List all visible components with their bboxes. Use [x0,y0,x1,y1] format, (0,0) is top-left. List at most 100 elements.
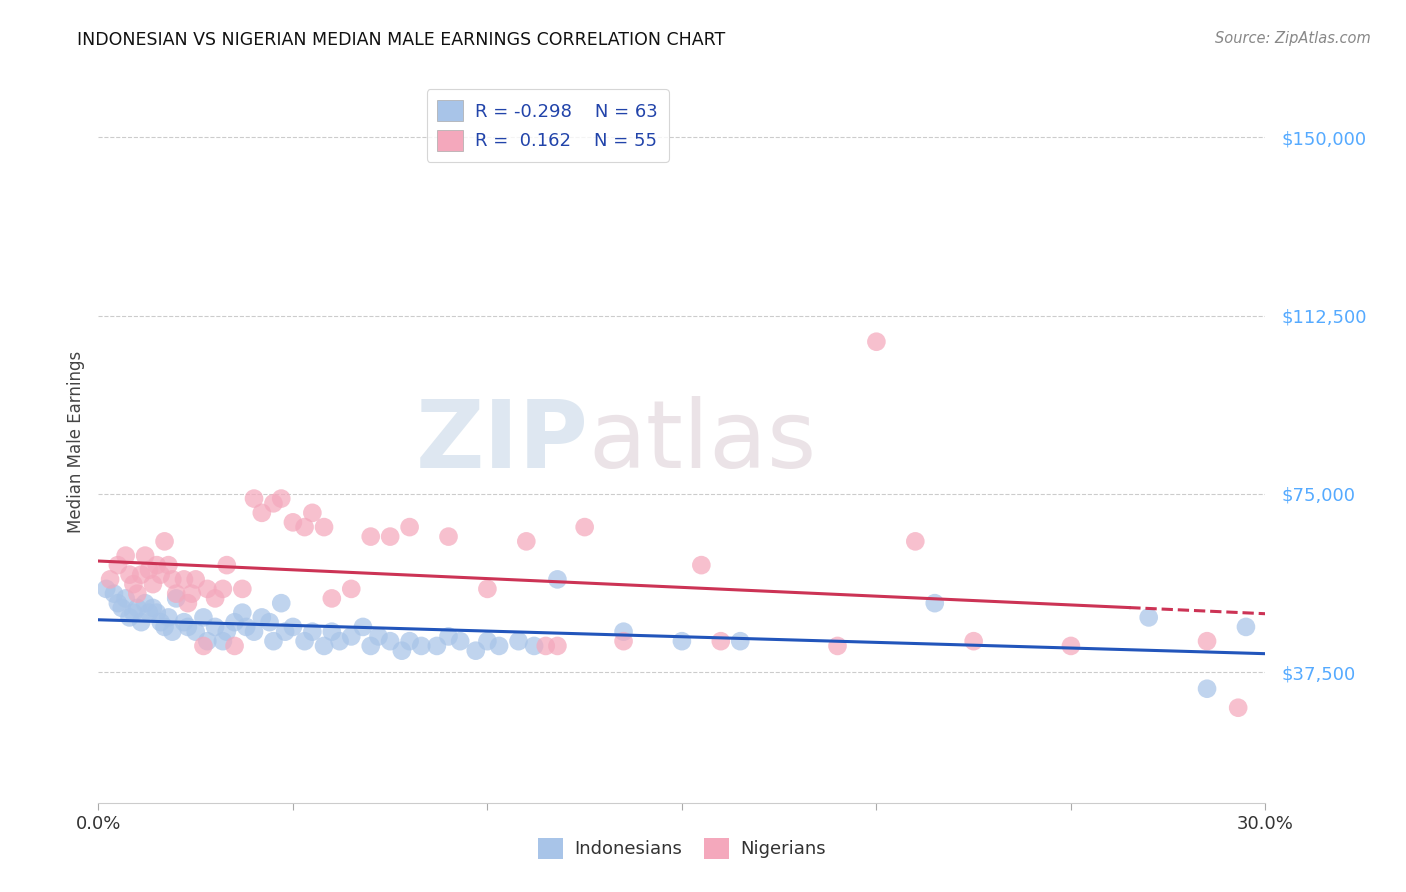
Point [224,639,246,653]
Point [96,582,118,596]
Point [270,491,292,506]
Point [235,620,257,634]
Point [449,634,471,648]
Point [107,558,129,573]
Point [1195,634,1218,648]
Point [329,634,352,648]
Point [340,629,363,643]
Point [865,334,887,349]
Point [710,634,733,648]
Point [195,634,218,648]
Point [391,643,413,657]
Point [360,530,382,544]
Point [165,591,187,606]
Point [904,534,927,549]
Point [243,624,266,639]
Point [142,601,165,615]
Point [153,620,176,634]
Text: ZIP: ZIP [416,395,589,488]
Point [1137,610,1160,624]
Point [195,582,218,596]
Point [464,643,486,657]
Point [157,558,180,573]
Text: atlas: atlas [589,395,817,488]
Point [118,610,141,624]
Point [380,634,402,648]
Point [243,491,266,506]
Point [212,634,235,648]
Point [301,624,323,639]
Point [360,639,382,653]
Point [173,573,195,587]
Point [157,610,180,624]
Point [153,534,176,549]
Point [613,624,636,639]
Point [367,629,389,643]
Point [262,496,284,510]
Point [231,582,253,596]
Point [250,506,273,520]
Point [114,591,136,606]
Point [380,530,402,544]
Point [477,582,499,596]
Point [1060,639,1083,653]
Point [149,567,172,582]
Point [924,596,946,610]
Point [294,634,316,648]
Point [262,634,284,648]
Point [215,558,238,573]
Point [301,506,323,520]
Point [281,516,304,530]
Text: INDONESIAN VS NIGERIAN MEDIAN MALE EARNINGS CORRELATION CHART: INDONESIAN VS NIGERIAN MEDIAN MALE EARNI… [77,31,725,49]
Point [321,624,343,639]
Point [212,582,235,596]
Text: Source: ZipAtlas.com: Source: ZipAtlas.com [1215,31,1371,46]
Point [103,587,125,601]
Point [129,615,152,630]
Point [426,639,449,653]
Point [962,634,984,648]
Point [177,620,200,634]
Point [730,634,752,648]
Point [162,624,184,639]
Point [107,596,129,610]
Point [204,591,226,606]
Point [149,615,172,630]
Point [690,558,713,573]
Point [122,606,145,620]
Point [270,596,292,610]
Point [477,634,499,648]
Point [224,615,246,630]
Point [129,567,152,582]
Point [613,634,636,648]
Point [534,639,557,653]
Point [98,573,121,587]
Point [184,573,207,587]
Point [134,549,156,563]
Point [122,577,145,591]
Point [574,520,596,534]
Point [165,587,187,601]
Point [398,634,420,648]
Point [177,596,200,610]
Point [508,634,530,648]
Point [259,615,281,630]
Point [671,634,693,648]
Point [523,639,546,653]
Point [827,639,849,653]
Point [250,610,273,624]
Point [173,615,195,630]
Point [312,520,335,534]
Point [162,573,184,587]
Point [138,606,160,620]
Legend: Indonesians, Nigerians: Indonesians, Nigerians [531,830,832,866]
Point [312,639,335,653]
Point [193,639,215,653]
Point [127,587,149,601]
Point [134,596,156,610]
Point [1227,700,1250,714]
Point [281,620,304,634]
Point [215,624,238,639]
Point [488,639,510,653]
Point [1195,681,1218,696]
